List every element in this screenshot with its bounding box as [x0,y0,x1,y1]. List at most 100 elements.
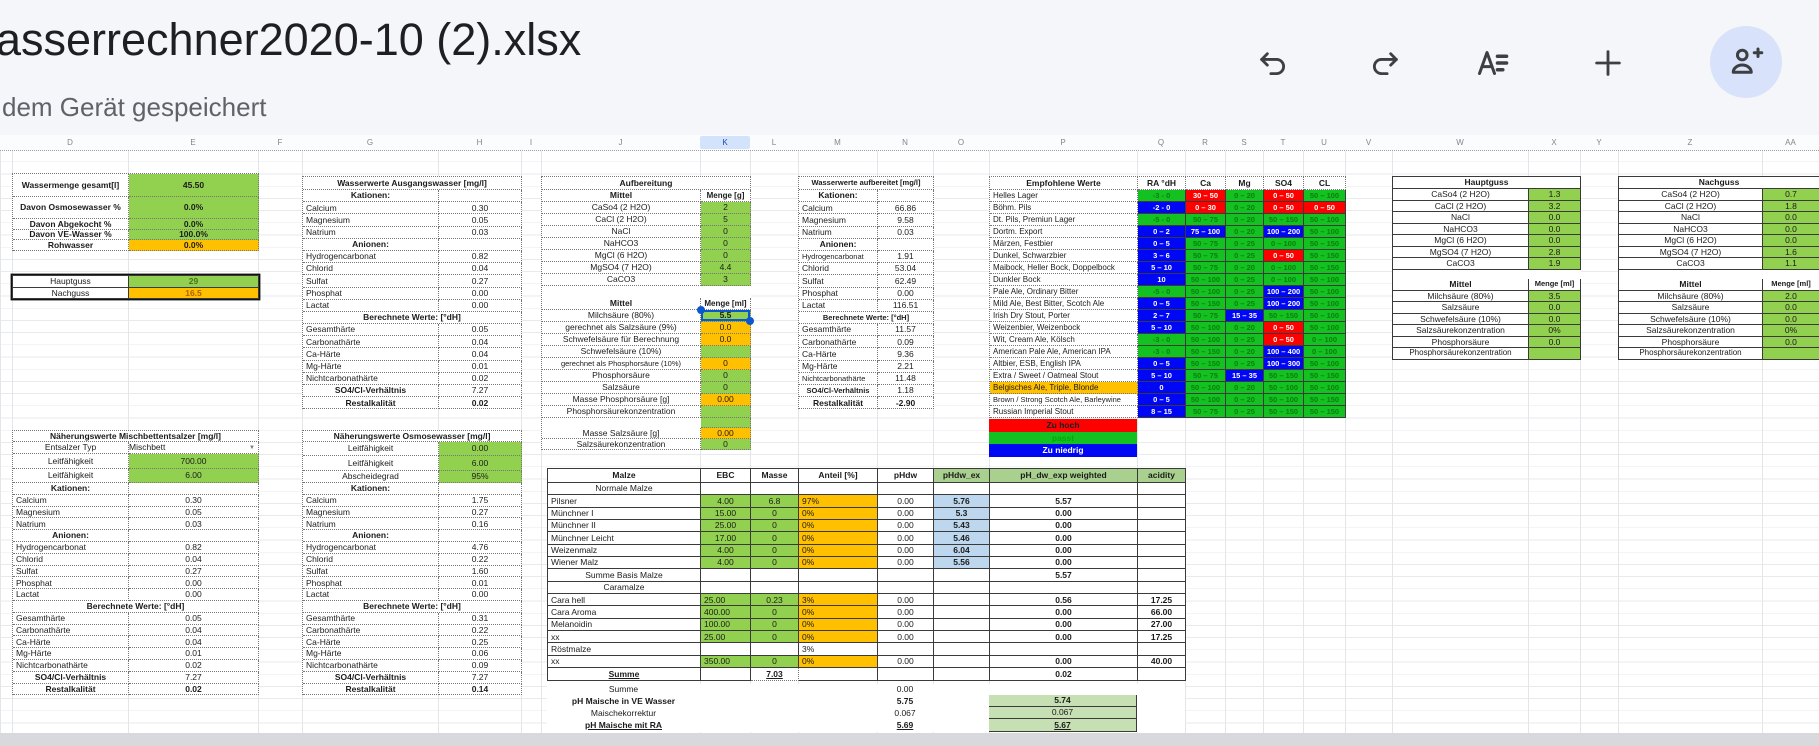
cell[interactable]: 0.05 [439,324,522,337]
cell[interactable]: Leitfähigkeit [13,454,129,469]
cell[interactable]: 0.00 [439,589,522,601]
cell[interactable]: Dunkel, Schwarzbier [990,250,1138,262]
cell[interactable]: Zu niedrig [989,444,1137,457]
cell[interactable]: Röstmalze [548,643,701,656]
cell[interactable]: NaHCO3 [1393,223,1529,235]
cell[interactable]: 0 – 25 [1226,334,1264,346]
cell[interactable]: Russian Imperial Stout [990,406,1138,418]
cell[interactable] [1138,544,1186,558]
cell[interactable]: 0 [701,370,751,382]
cell[interactable] [878,483,934,496]
cell[interactable]: Hydrogencarbonat [799,250,878,264]
dropdown-arrow-icon[interactable]: ▼ [249,444,255,451]
cell[interactable]: Natrium [13,518,129,531]
cell[interactable]: 50 – 150 [1304,370,1346,382]
cell[interactable] [701,346,751,358]
cell[interactable]: 0.16 [439,518,522,531]
cell[interactable]: 0.00 [878,507,934,521]
cell[interactable]: 11.48 [878,372,934,385]
cell[interactable]: 8 – 15 [1138,406,1186,418]
cell[interactable] [878,569,934,582]
cell[interactable]: 50 – 150 [1304,262,1346,274]
cell[interactable]: Münchner Leicht [548,532,701,545]
cell[interactable] [701,668,751,681]
column-header-V[interactable]: V [1365,138,1372,147]
cell[interactable]: pHdw_ex [934,469,990,483]
cell[interactable]: 0 – 20 [1226,214,1264,226]
cell[interactable]: 50 – 100 [1304,226,1346,238]
cell[interactable]: 50 – 150 [1264,406,1304,418]
cell[interactable] [750,695,798,707]
cell[interactable]: 0.04 [439,348,522,361]
cell[interactable]: 0 – 20 [1226,262,1264,274]
cell[interactable]: 11.57 [878,324,934,337]
cell[interactable]: 0.30 [439,202,522,215]
cell[interactable]: Magnesium [303,506,439,519]
cell[interactable]: 0 – 30 [1186,202,1226,214]
cell[interactable] [1138,668,1186,681]
cell[interactable] [1137,719,1185,732]
cell[interactable] [934,594,990,607]
cell[interactable] [751,483,799,496]
cell[interactable]: Zu hoch [989,419,1137,432]
cell[interactable]: Anteil [%] [799,469,878,483]
cell[interactable]: SO4/Cl-Verhältnis [799,385,878,398]
cell[interactable]: 0 [751,544,799,558]
cell[interactable]: Lactat [303,299,439,312]
cell[interactable]: 0.0% [129,240,259,251]
cell[interactable]: 5 – 10 [1138,322,1186,334]
cell[interactable]: 0.01 [439,360,522,373]
cell[interactable]: 0.00 [990,655,1138,669]
cell[interactable]: 0% [1763,325,1819,337]
cell[interactable]: Schwefelsäure (10%) [1619,313,1763,325]
cell[interactable]: 0 [751,606,799,619]
cell[interactable] [1138,557,1186,570]
cell[interactable]: Weizenmalz [548,544,701,558]
cell[interactable]: 0% [799,532,878,545]
cell[interactable]: Ca-Härte [303,348,439,361]
cell[interactable]: 0 [751,618,799,632]
cell[interactable]: 0.00 [129,589,259,601]
cell[interactable]: 4.4 [701,262,751,274]
cell[interactable] [878,190,934,203]
cell[interactable]: 50 – 75 [1186,370,1226,382]
cell[interactable]: 0.09 [878,336,934,349]
cell[interactable]: Dortm. Export [990,226,1138,238]
cell[interactable]: 9.36 [878,348,934,361]
cell[interactable]: 6.8 [751,495,799,508]
cell[interactable] [989,684,1137,695]
cell[interactable]: 0.00 [878,606,934,619]
column-header-F[interactable]: F [277,138,283,147]
cell[interactable]: 3% [799,594,878,607]
cell[interactable]: NaCl [1393,212,1529,224]
cell[interactable]: 5.57 [990,569,1138,582]
cell[interactable]: 7.27 [439,385,522,398]
cell[interactable]: Calcium [13,494,129,507]
cell[interactable]: 27.00 [1138,618,1186,632]
cell[interactable] [878,668,934,681]
cell[interactable]: 25.00 [701,631,751,644]
cell[interactable]: 100 – 200 [1264,226,1304,238]
cell[interactable] [878,581,934,595]
cell[interactable]: 0 – 50 [1304,202,1346,214]
cell[interactable]: Wiener Malz [548,557,701,570]
cell[interactable]: 0 – 25 [1226,286,1264,298]
cell[interactable]: CaSo4 (2 H2O) [1393,189,1529,201]
cell[interactable]: Natrium [799,226,878,239]
cell[interactable]: Extra / Sweet / Oatmeal Stout [990,370,1138,382]
cell[interactable] [799,581,878,595]
format-text-button[interactable] [1469,40,1517,88]
cell[interactable]: 0% [799,631,878,644]
cell[interactable]: 0.067 [894,707,916,718]
cell[interactable]: Maischekorrektur [590,707,657,718]
column-header-N[interactable]: N [902,138,908,147]
cell[interactable]: Menge [ml] [701,298,751,310]
cell[interactable]: Hauptguss [13,276,129,288]
cell[interactable]: Salzsäure [1619,302,1763,314]
cell[interactable]: 1.8 [1763,200,1819,212]
cell[interactable]: Kationen: [303,190,439,203]
cell[interactable]: 0.00 [878,495,934,508]
cell[interactable]: Sulfat [303,275,439,288]
cell[interactable]: MgSO4 (7 H2O) [1619,246,1763,258]
cell[interactable]: Restalkalität [303,397,439,410]
